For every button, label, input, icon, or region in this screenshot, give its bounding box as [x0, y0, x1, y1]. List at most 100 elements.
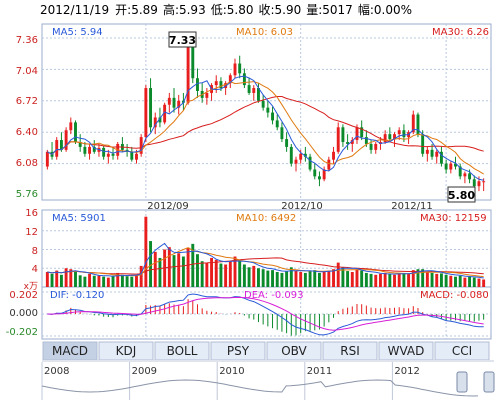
macd-macd-label: MACD: -0.080 [420, 290, 489, 301]
volume-bar [444, 274, 448, 287]
candle-body [271, 112, 274, 121]
candle-body [92, 146, 96, 152]
min-price-callout: 5.80 [447, 186, 476, 203]
quote-volume: 5017 [322, 3, 353, 17]
volume-bar [205, 262, 209, 287]
indicator-tab-boll[interactable]: BOLL [154, 341, 210, 361]
price-y-axis: 7.36 7.04 6.72 6.40 6.08 5.76 [16, 35, 38, 200]
vol-y-tick: 8 [32, 246, 38, 257]
candle-body [219, 81, 223, 89]
candle-body [196, 78, 199, 91]
volume-bar [285, 271, 289, 287]
candle-body [360, 127, 364, 138]
price-y-tick: 6.08 [16, 158, 38, 169]
volume-bar [92, 275, 96, 287]
candle-body [74, 122, 77, 143]
macd-dif-label: DIF: -0.120 [50, 290, 104, 301]
indicator-tab-label: MACD [52, 344, 88, 358]
candle-body [266, 107, 270, 113]
candle-body [275, 120, 279, 128]
candle-body [303, 153, 307, 157]
quote-close: 5.90 [275, 3, 302, 17]
indicator-tab-rsi[interactable]: RSI [322, 341, 378, 361]
candle-body [430, 149, 434, 157]
candle-body [205, 92, 209, 98]
volume-bar [313, 270, 317, 287]
candle-body [388, 134, 392, 140]
volume-bar [50, 273, 54, 287]
candle-body [383, 134, 387, 143]
candle-body [317, 176, 321, 180]
candle-body [327, 159, 331, 170]
volume-ma5-line [47, 242, 484, 279]
indicator-tab-macd[interactable]: MACD [42, 341, 98, 361]
volume-y-axis: 16 12 8 4 x万 [24, 208, 38, 292]
candle-body [247, 85, 251, 93]
price-ma5-line [47, 75, 484, 181]
candle-body [64, 130, 68, 150]
candle-body [158, 117, 162, 123]
candle-body [308, 156, 312, 170]
volume-bar [200, 261, 204, 287]
volume-bar [425, 272, 429, 287]
quote-open: 5.89 [131, 3, 158, 17]
volume-bar [439, 273, 443, 287]
timeline-left-handle[interactable] [456, 371, 468, 393]
volume-bar [125, 276, 129, 287]
candle-body [294, 159, 298, 164]
candle-body [83, 146, 87, 154]
candle-body [228, 75, 232, 84]
timeline-navigator[interactable]: 2008 2009 2010 2011 2012 [41, 360, 495, 400]
indicator-tab-psy[interactable]: PSY [210, 341, 266, 361]
candle-body [350, 140, 354, 144]
volume-bar [449, 275, 453, 287]
indicator-tab-obv[interactable]: OBV [266, 341, 322, 361]
candle-body [482, 181, 486, 183]
macd-y-axis: 0.202 0.000 -0.202 [6, 290, 38, 338]
volume-bar [83, 276, 87, 287]
candle-body [106, 153, 110, 157]
volume-bar [360, 270, 364, 287]
x-tick-sep: 2012/09 [147, 201, 189, 212]
candle-body [238, 63, 242, 74]
volume-bar [341, 267, 345, 287]
timeline-right-handle[interactable] [483, 371, 495, 393]
vol-y-tick: 16 [25, 208, 38, 219]
volume-bar [252, 265, 256, 287]
candle-body [242, 73, 246, 86]
volume-bar [219, 263, 223, 287]
volume-bar [45, 272, 49, 287]
volume-bar [458, 275, 462, 287]
candle-body [393, 134, 396, 140]
volume-bar [144, 216, 148, 287]
candle-body [59, 140, 63, 150]
candle-body [346, 142, 350, 144]
indicator-tab-cci[interactable]: CCI [434, 341, 490, 361]
volume-bar [59, 274, 63, 287]
candle-body [130, 151, 134, 160]
indicator-tab-wvad[interactable]: WVAD [378, 341, 434, 361]
candle-body [252, 88, 256, 93]
vol-ma10-label: MA10: 6492 [236, 213, 296, 224]
volume-bar [322, 272, 326, 287]
volume-bar [327, 270, 331, 287]
volume-bar [172, 255, 176, 287]
volume-bar [355, 269, 359, 287]
volume-bar [191, 243, 195, 287]
quote-header: 2012/11/19 开:5.89 高:5.93 低:5.80 收:5.90 量:5017… [40, 2, 412, 17]
volume-bar [477, 278, 481, 287]
candle-body [355, 127, 359, 141]
min-price-label: 5.80 [448, 189, 475, 202]
price-ma10-label: MA10: 6.03 [236, 27, 293, 38]
price-ma10-line [47, 81, 484, 175]
x-tick-nov: 2012/11 [391, 201, 433, 212]
candle-body [416, 114, 420, 135]
candle-body [402, 130, 406, 138]
candle-body [313, 169, 317, 177]
indicator-tab-label: OBV [281, 344, 307, 358]
candle-body [374, 143, 378, 150]
indicator-tab-kdj[interactable]: KDJ [98, 341, 154, 361]
price-y-tick: 5.76 [16, 189, 38, 200]
volume-bar [336, 262, 340, 287]
